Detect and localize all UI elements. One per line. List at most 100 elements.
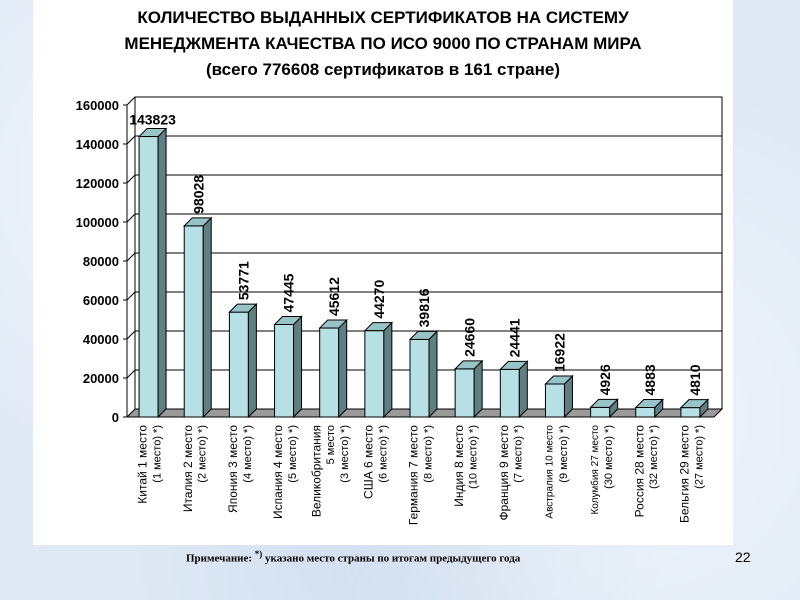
x-tick-label-line: Бельгия 29 место [678,425,692,523]
x-tick-label: Индия 8 место (10 место) *) [452,425,480,507]
bar-front [319,327,340,418]
bar-top [589,398,619,408]
bar-top [273,315,303,325]
data-label: 45612 [326,277,342,316]
bar-front [228,311,249,418]
y-tick-label: 140000 [76,137,119,152]
x-tick-label-line: (30 место) *) [603,425,615,489]
x-tick-label-line: Великобритания [309,425,323,517]
bar-side [202,216,212,419]
bar-front [635,406,656,418]
x-tick-label: Япония 3 место (4 место) *) [226,425,254,513]
y-tick-label: 80000 [83,254,119,269]
gridline-depth [126,174,136,184]
bars [137,127,710,419]
footnote-label: Примечание: [186,552,253,565]
y-tick-label: 160000 [76,98,119,113]
x-tick-label: Великобритания 5 место (3 место) *) [309,425,351,517]
bar-side [473,359,483,419]
bar-top [634,398,664,408]
bar-front [409,338,430,418]
bar-front [138,136,159,418]
bar-top [408,330,439,340]
x-tick-label: Германия 7 место (8 место) *) [407,425,435,525]
bar-top [318,319,348,329]
bar [363,321,394,419]
x-tick-label-line: Германия 7 место [407,425,421,525]
x-tick-label: Китай 1 место (1 место) *) [136,425,164,504]
bar [318,318,348,419]
page-number: 22 [735,549,751,565]
x-tick-label-line: (2 место) *) [197,425,209,483]
x-tick-label: США 6 место (6 место) *) [362,425,390,499]
bar-side [247,302,257,419]
bar-top [453,360,484,370]
x-tick-label-line: (1 место) *) [151,425,163,483]
x-tick-label: Испания 4 место (5 место) *) [271,425,299,519]
bar-side [383,321,393,419]
bar [273,315,303,419]
y-tick-label: 100000 [76,215,119,230]
x-tick-label: Россия 28 место (32 место) *) [632,425,660,518]
x-tick-label-line: (32 место) *) [648,425,660,489]
x-tick-label-line: (27 место) *) [693,425,705,489]
data-label: 4810 [687,364,703,395]
x-tick-label-line: Колумбия 27 место [589,425,601,515]
chart-title-line-2: МЕНЕДЖМЕНТА КАЧЕСТВА ПО ИСО 9000 ПО СТРА… [124,34,642,53]
x-tick-label-line: Индия 8 место [452,425,466,507]
bar-top [363,322,394,332]
x-tick-label-line: Франция 9 место [497,425,511,521]
data-label: 16922 [552,333,568,372]
x-tick-label-line: Китай 1 место [136,425,150,504]
y-tick-label: 0 [112,410,119,425]
bar-front [680,407,701,418]
bar-front [454,368,475,418]
bar-side [338,318,348,419]
bar [544,374,574,419]
data-label: 44270 [371,280,387,319]
chart-subtitle: (всего 776608 сертификатов в 161 стране) [205,60,561,79]
bar-top [499,360,529,370]
x-tick-label: Австралия 10 место (9 место) *) [545,425,570,519]
data-label: 98028 [190,175,206,214]
gridline-depth [126,330,136,340]
gridline-depth [126,96,136,106]
data-label: 39816 [416,288,432,327]
x-tick-label-line: (8 место) *) [422,425,434,483]
bar [183,216,213,419]
x-tick-label-line: Испания 4 место [271,425,285,519]
x-tick-label-line: (9 место) *) [558,425,570,483]
bar-front [590,406,611,418]
chart-title-line-1: КОЛИЧЕСТВО ВЫДАННЫХ СЕРТИФИКАТОВ НА СИСТ… [137,8,629,27]
bar-top [544,375,574,385]
bar-front [364,330,385,418]
bar-side [428,330,438,419]
x-tick-label-line: США 6 место [362,425,376,499]
data-label: 24441 [507,318,523,357]
x-tick-label-line: (3 место) *) [339,425,351,483]
x-tick-label: Италия 2 место (2 место) *) [181,425,209,512]
gridline-depth [126,252,136,262]
y-tick-label: 60000 [83,293,119,308]
x-tick-label-line: (10 место) *) [468,425,480,489]
bar [137,127,168,419]
data-label: 4883 [642,364,658,395]
data-labels: 143823 98028 53771 47445 45612 44270 39816 2466… [129,112,703,396]
gridline-depth [126,135,136,145]
bar [453,359,484,419]
bar [634,398,664,419]
bar-top [183,217,213,227]
gridline-depth [126,213,136,223]
gridline-depth [126,369,136,379]
bar [679,398,710,419]
y-axis-ticks: 0 20000 40000 60000 80000 100000 120000 140000 1… [76,98,127,425]
data-label: 4926 [597,364,613,395]
x-tick-label-line: Япония 3 место [226,425,240,513]
x-tick-label: Колумбия 27 место (30 место) *) [589,425,615,515]
x-tick-label-line: (4 место) *) [242,425,254,483]
footnote-text: указано место страны по итогам предыдуще… [265,552,521,565]
data-label: 53771 [236,261,252,300]
bar-front [274,323,295,418]
data-label: 143823 [129,112,176,128]
